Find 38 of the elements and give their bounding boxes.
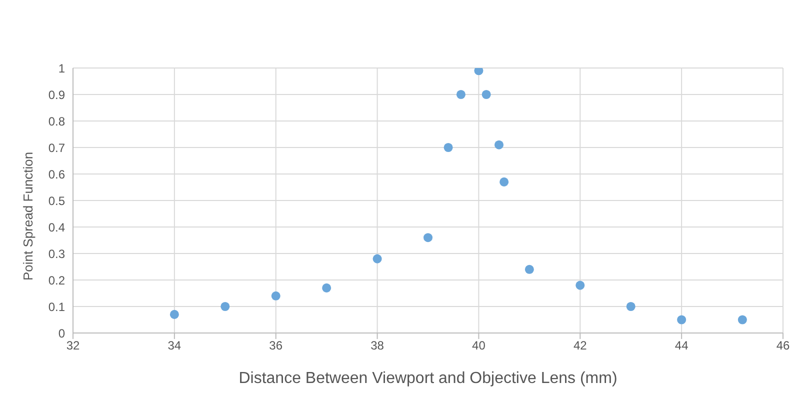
x-tick-label: 46: [776, 338, 790, 353]
x-tick-label: 38: [370, 338, 384, 353]
point: [500, 177, 509, 186]
y-tick-label: 1: [58, 61, 66, 76]
point: [444, 142, 453, 152]
point: [372, 254, 382, 264]
point: [494, 140, 504, 150]
y-tick-label: 0.2: [48, 273, 66, 288]
x-tick-label: 40: [472, 338, 486, 353]
point: [170, 310, 179, 319]
y-axis-title: Point Spread Function: [20, 152, 36, 280]
x-tick-label: 42: [573, 338, 588, 353]
x-tick-label: 36: [269, 338, 283, 353]
y-tick-label: 0.3: [48, 246, 66, 261]
point: [738, 315, 747, 324]
point: [677, 315, 686, 324]
point: [482, 90, 491, 100]
point: [220, 302, 230, 312]
point: [524, 264, 534, 274]
y-tick-label: 0.5: [48, 194, 66, 208]
point: [626, 302, 636, 312]
y-tick-label: 0: [58, 326, 66, 340]
point: [456, 90, 466, 100]
point: [271, 291, 280, 300]
point: [474, 68, 484, 76]
point: [423, 233, 433, 242]
x-axis-title: Distance Between Viewport and Objective Lens (mm): [238, 370, 618, 387]
y-tick-label: 0.9: [48, 88, 66, 102]
y-tick-label: 0.4: [48, 220, 66, 234]
y-tick-label: 0.1: [48, 300, 66, 314]
x-tick-label: 44: [674, 338, 689, 353]
y-tick-label: 0.7: [48, 140, 66, 155]
y-tick-label: 0.8: [48, 114, 66, 128]
x-tick-label: 32: [66, 338, 80, 353]
y-tick-label: 0.6: [48, 167, 66, 182]
x-tick-label: 34: [168, 338, 182, 353]
point: [576, 280, 585, 290]
point: [322, 283, 332, 292]
